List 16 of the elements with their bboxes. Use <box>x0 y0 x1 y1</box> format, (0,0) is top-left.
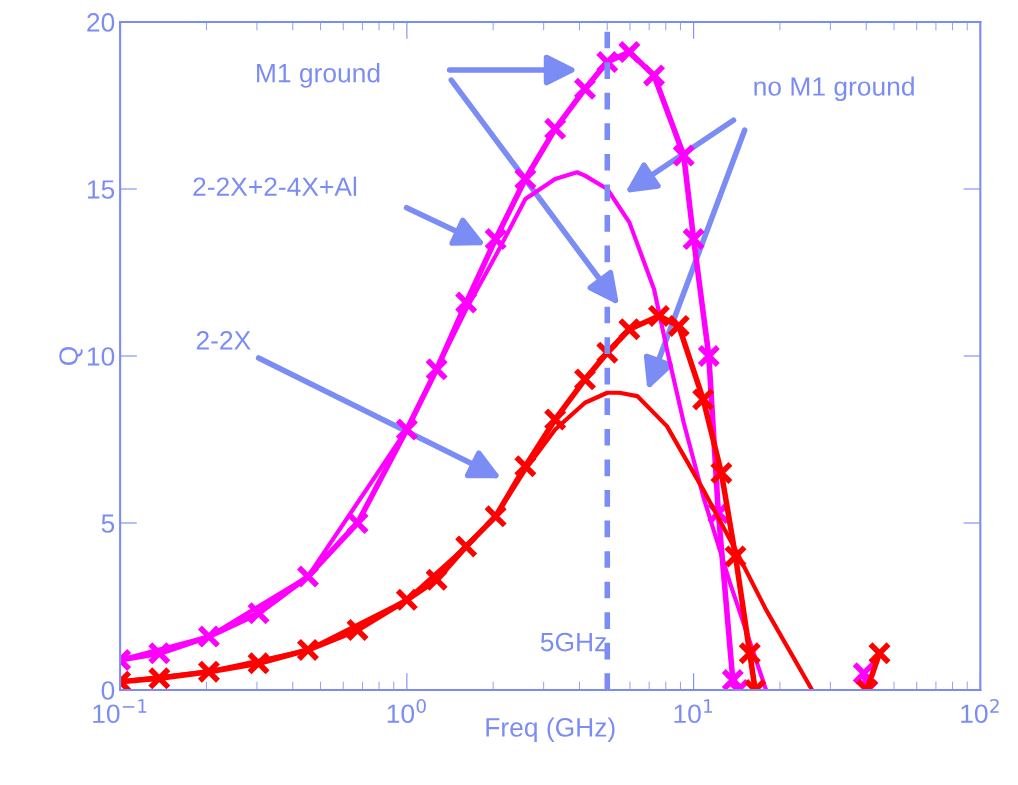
y-tick-label: 5 <box>101 514 115 533</box>
annotation: no M1 ground <box>754 76 914 102</box>
y-axis-title: Q <box>59 347 83 366</box>
x-tick-label: 10$^{2}$ <box>961 699 999 724</box>
ref-line-label: 5GHz <box>540 632 606 652</box>
annotation: M1 ground <box>257 63 380 88</box>
x-tick-label: 10$^{1}$ <box>674 699 713 724</box>
y-tick-label: 20 <box>87 13 115 32</box>
annotation: 2-2X+2-4X+Al <box>193 176 357 196</box>
annotation: 2-2X <box>196 331 251 350</box>
y-tick-label: 10 <box>87 347 115 366</box>
y-tick-label: 0 <box>101 681 115 700</box>
x-tick-label: 10$^{−1}$ <box>93 699 147 724</box>
x-axis-title: Freq (GHz) <box>486 717 615 742</box>
x-tick-label: 10$^{0}$ <box>387 699 426 724</box>
y-tick-label: 15 <box>87 180 115 199</box>
